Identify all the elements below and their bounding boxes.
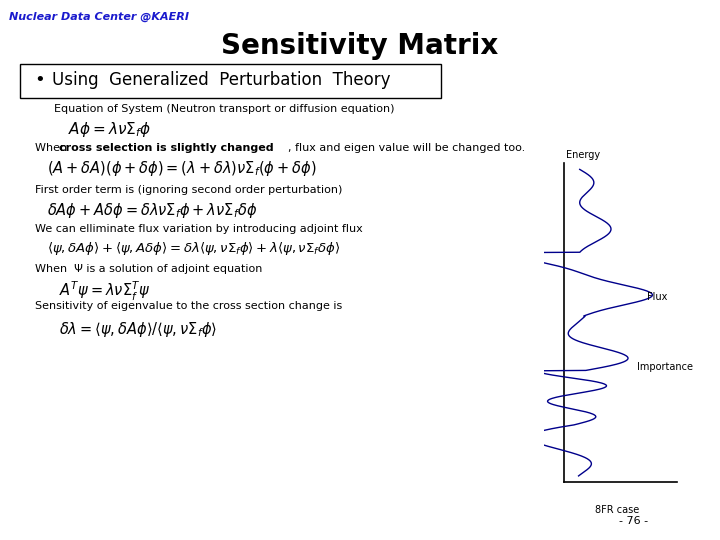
Text: Sensitivity Matrix: Sensitivity Matrix <box>221 32 499 60</box>
Text: Using  Generalized  Perturbation  Theory: Using Generalized Perturbation Theory <box>52 71 390 89</box>
Text: 8FR case: 8FR case <box>595 505 639 515</box>
Text: $\langle\psi, \delta A\phi\rangle + \langle\psi, A\delta\phi\rangle = \delta\lam: $\langle\psi, \delta A\phi\rangle + \lan… <box>47 240 340 256</box>
Text: Equation of System (Neutron transport or diffusion equation): Equation of System (Neutron transport or… <box>54 104 395 114</box>
Text: $(A + \delta A)(\phi + \delta\phi) = (\lambda + \delta\lambda)\nu\Sigma_f(\phi +: $(A + \delta A)(\phi + \delta\phi) = (\l… <box>47 159 316 178</box>
Text: Sensitivity of eigenvalue to the cross section change is: Sensitivity of eigenvalue to the cross s… <box>35 301 342 312</box>
Text: Energy: Energy <box>567 150 600 160</box>
Text: •: • <box>35 71 45 89</box>
Text: - 76 -: - 76 - <box>619 516 648 526</box>
Text: First order term is (ignoring second order perturbation): First order term is (ignoring second ord… <box>35 185 342 195</box>
Text: Importance: Importance <box>637 362 693 373</box>
Text: , flux and eigen value will be changed too.: , flux and eigen value will be changed t… <box>288 143 526 153</box>
Text: Nuclear Data Center @KAERI: Nuclear Data Center @KAERI <box>9 12 189 22</box>
Text: When: When <box>35 143 70 153</box>
Text: $\delta\lambda = \langle\psi, \delta A\phi\rangle / \langle\psi, \nu\Sigma_f\phi: $\delta\lambda = \langle\psi, \delta A\p… <box>59 320 217 339</box>
Text: cross selection is slightly changed: cross selection is slightly changed <box>59 143 274 153</box>
Text: When  Ψ is a solution of adjoint equation: When Ψ is a solution of adjoint equation <box>35 264 262 274</box>
Text: $A^T\psi = \lambda\nu\Sigma_f^T\psi$: $A^T\psi = \lambda\nu\Sigma_f^T\psi$ <box>59 280 150 303</box>
Text: Flux: Flux <box>647 292 667 302</box>
Text: $A\phi = \lambda\nu\Sigma_f\phi$: $A\phi = \lambda\nu\Sigma_f\phi$ <box>68 120 151 139</box>
Text: $\delta A\phi + A\delta\phi = \delta\lambda\nu\Sigma_f\phi + \lambda\nu\Sigma_f\: $\delta A\phi + A\delta\phi = \delta\lam… <box>47 201 257 220</box>
Text: We can elliminate flux variation by introducing adjoint flux: We can elliminate flux variation by intr… <box>35 224 362 234</box>
